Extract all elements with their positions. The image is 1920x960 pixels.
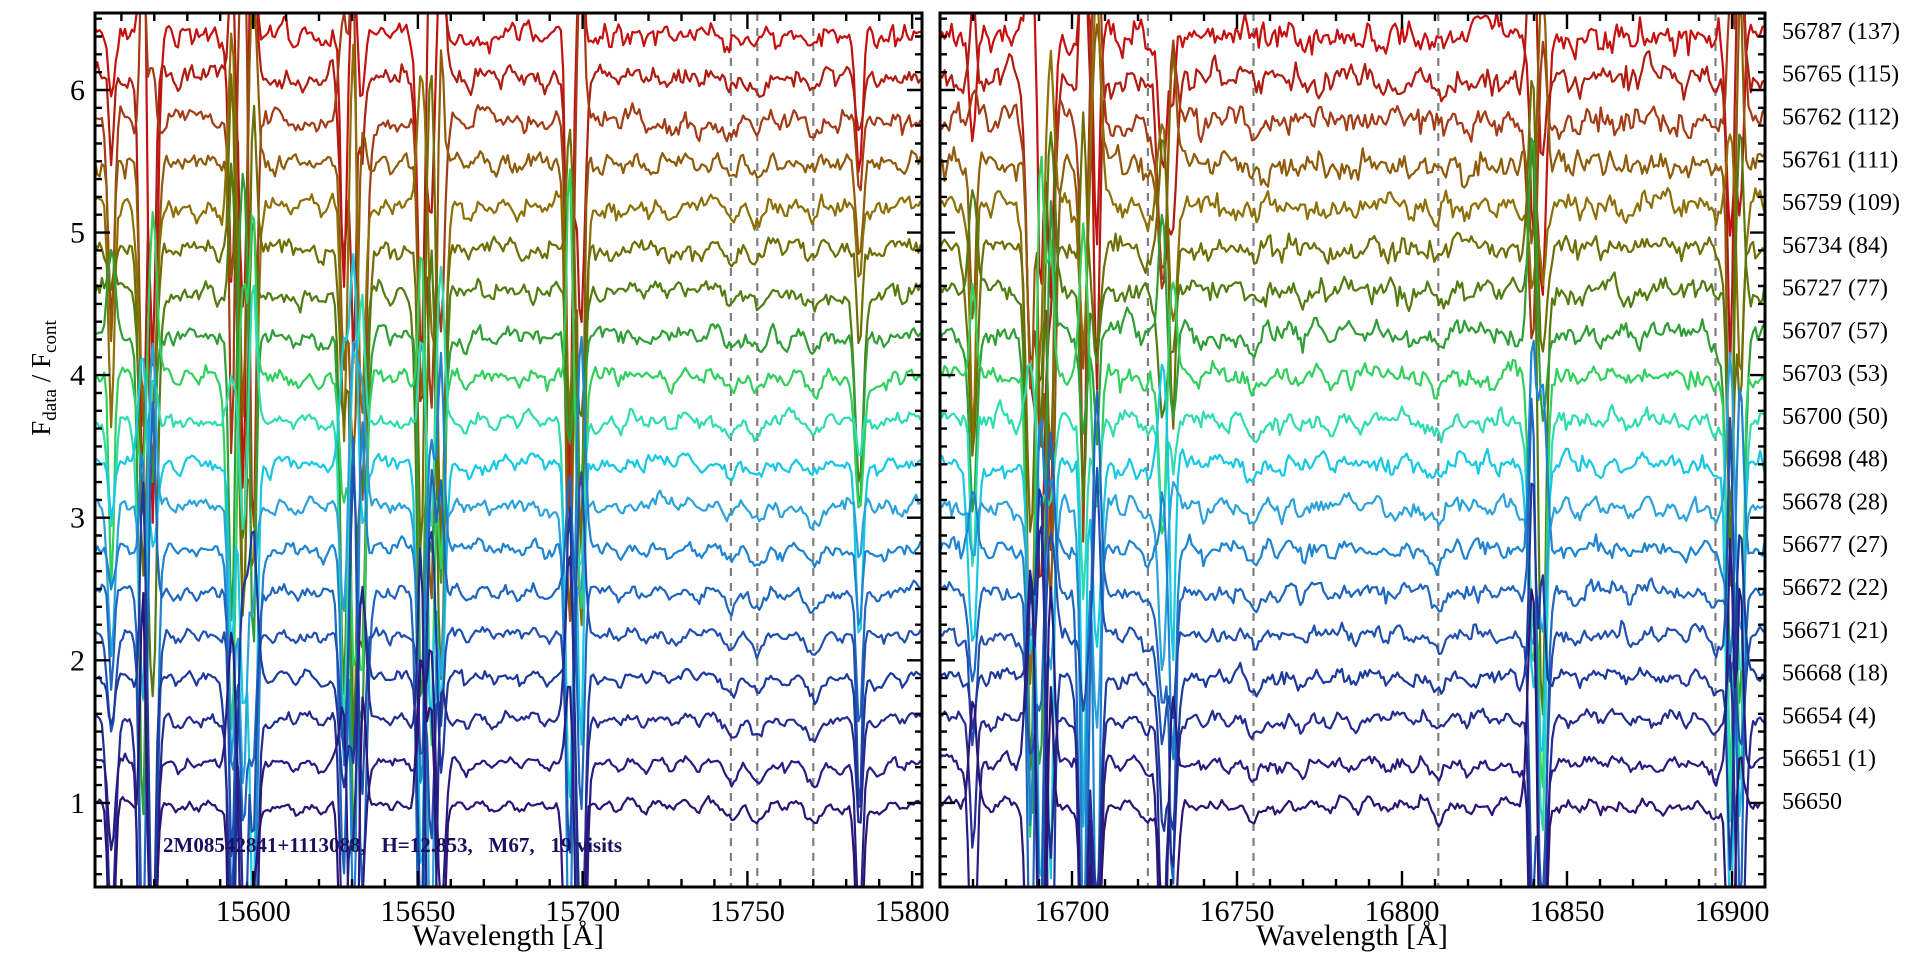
y-axis-label-f-data: F	[25, 420, 56, 436]
spectrum-line-56678	[940, 352, 1765, 887]
spectrum-line-56727	[95, 162, 922, 746]
spectrum-line-56734	[940, 79, 1765, 533]
x-tick-label: 15800	[875, 895, 950, 928]
spectrum-line-56668	[940, 482, 1765, 887]
y-axis-label-sub-cont: cont	[40, 320, 62, 353]
spectrum-line-56762	[940, 13, 1765, 552]
x-tick-label: 16700	[1035, 895, 1110, 928]
x-tick-label: 16800	[1365, 895, 1440, 928]
spectrum-line-56650	[95, 591, 922, 887]
spectrum-line-56761	[940, 13, 1765, 606]
x-tick-label: 16750	[1200, 895, 1275, 928]
x-tick-label: 15600	[216, 895, 291, 928]
spectrum-line-56765	[940, 13, 1765, 578]
visit-label: 56668 (18)	[1782, 661, 1888, 687]
spectrum-line-56677	[940, 339, 1765, 887]
spectrum-line-56761	[95, 13, 922, 623]
visit-label: 56787 (137)	[1782, 19, 1900, 45]
spectrum-line-56700	[95, 265, 922, 794]
visit-label: 56651 (1)	[1782, 746, 1876, 772]
spectrum-line-56651	[95, 631, 922, 887]
spectrum-line-56698	[95, 253, 922, 887]
x-tick-label: 16900	[1695, 895, 1770, 928]
x-axis-title-left: Wavelength [Å]	[412, 919, 604, 952]
y-tick-label: 3	[70, 502, 85, 535]
spectrum-line-56654	[95, 547, 922, 887]
spectrum-line-56651	[940, 537, 1765, 887]
spectrum-line-56734	[95, 73, 922, 762]
x-tick-label: 15750	[710, 895, 785, 928]
visit-label: 56650	[1782, 789, 1842, 815]
spectrum-line-56677	[95, 335, 922, 887]
spectrum-line-56672	[940, 390, 1765, 887]
y-tick-label: 4	[70, 359, 85, 392]
y-axis-label-f-cont: F	[25, 352, 56, 369]
spectrum-line-56703	[95, 168, 922, 747]
spectra-group-panel-1	[940, 13, 1765, 887]
visit-label: 56678 (28)	[1782, 490, 1888, 516]
visit-label: 56765 (115)	[1782, 62, 1899, 88]
spectrum-line-56703	[940, 155, 1765, 838]
y-tick-label: 2	[70, 644, 85, 677]
spectrum-line-56727	[940, 131, 1765, 772]
spectrum-line-56671	[940, 416, 1765, 887]
spectrum-line-56787	[940, 13, 1765, 299]
panel-border-0	[93, 11, 924, 889]
spectrum-line-56759	[95, 32, 922, 627]
y-axis-label-sub-data: data	[40, 389, 62, 421]
visit-label: 56677 (27)	[1782, 532, 1888, 558]
spectra-group-panel-0	[95, 13, 922, 887]
spectrum-line-56671	[95, 465, 922, 887]
spectrum-line-56698	[940, 363, 1765, 887]
x-tick-label: 16850	[1530, 895, 1605, 928]
visit-label: 56734 (84)	[1782, 233, 1888, 259]
panel-border-1	[938, 11, 1767, 889]
visit-label: 56654 (4)	[1782, 703, 1876, 729]
visit-label: 56672 (22)	[1782, 575, 1888, 601]
visit-label: 56700 (50)	[1782, 404, 1888, 430]
visit-label: 56703 (53)	[1782, 361, 1888, 387]
visit-label: 56671 (21)	[1782, 618, 1888, 644]
y-tick-label: 1	[70, 787, 85, 820]
y-axis-label-separator: /	[25, 368, 56, 390]
spectrum-line-56668	[95, 481, 922, 887]
target-annotation: 2M08542841+1113088, H=12.853, M67, 19 vi…	[163, 833, 623, 857]
visit-label: 56707 (57)	[1782, 318, 1888, 344]
spectrum-line-56762	[95, 13, 922, 533]
y-axis-label: Fdata / Fcont	[26, 320, 62, 435]
visit-label: 56698 (48)	[1782, 447, 1888, 473]
visit-label: 56759 (109)	[1782, 190, 1900, 216]
spectrum-line-56765	[95, 13, 922, 533]
x-axis-title-right: Wavelength [Å]	[1256, 919, 1448, 952]
x-tick-label: 15700	[545, 895, 620, 928]
spectrum-line-56678	[95, 340, 922, 887]
axis-ticks-panel-1	[938, 13, 1767, 887]
x-tick-label: 15650	[380, 895, 455, 928]
y-tick-label: 5	[70, 217, 85, 250]
visit-label: 56762 (112)	[1782, 105, 1899, 131]
axis-ticks-panel-0	[95, 13, 922, 887]
spectrum-line-56650	[940, 588, 1765, 887]
spectrum-line-56707	[940, 137, 1765, 814]
spectrum-line-56707	[95, 172, 922, 852]
y-tick-label: 6	[70, 74, 85, 107]
visit-label: 56727 (77)	[1782, 276, 1888, 302]
spectrum-line-56700	[940, 362, 1765, 831]
visit-label: 56761 (111)	[1782, 147, 1898, 173]
